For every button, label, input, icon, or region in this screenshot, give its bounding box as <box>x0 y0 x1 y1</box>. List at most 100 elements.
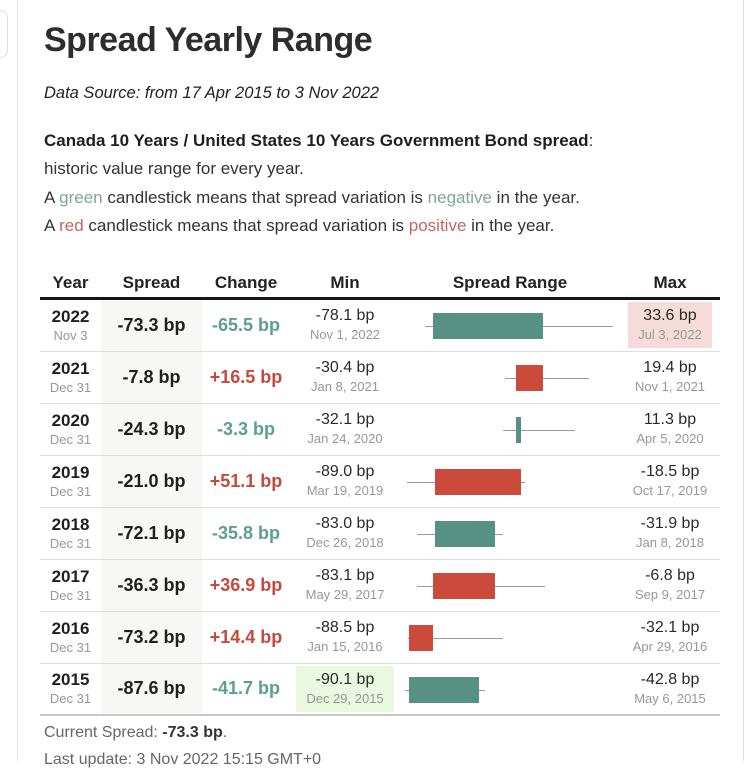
change-value: -3.3 bp <box>217 419 275 440</box>
change-cell: +16.5 bp <box>202 352 290 403</box>
change-cell: -35.8 bp <box>202 508 290 559</box>
header-spread-range: Spread Range <box>400 273 620 293</box>
positive-word: positive <box>409 216 467 235</box>
max-box: -18.5 bp Oct 17, 2019 <box>623 458 717 504</box>
spread-value: -36.3 bp <box>117 575 185 596</box>
table-row: 2018 Dec 31 -72.1 bp -35.8 bp -83.0 bp D… <box>40 508 720 560</box>
table-body: 2022 Nov 3 -73.3 bp -65.5 bp -78.1 bp No… <box>40 300 720 716</box>
text: in the year. <box>466 216 554 235</box>
year-cell: 2022 Nov 3 <box>40 300 101 351</box>
year-value: 2019 <box>52 463 90 483</box>
spread-yearly-table: Year Spread Change Min Spread Range Max … <box>40 270 720 716</box>
year-date: Dec 31 <box>50 690 91 707</box>
spread-cell: -73.3 bp <box>101 300 202 351</box>
spread-value: -72.1 bp <box>117 523 185 544</box>
candlestick-chart <box>400 508 620 559</box>
current-spread-line: Current Spread: -73.3 bp. <box>44 724 742 742</box>
change-value: +14.4 bp <box>210 627 283 648</box>
change-cell: -65.5 bp <box>202 300 290 351</box>
max-date: Jul 3, 2022 <box>638 326 702 343</box>
max-value: 11.3 bp <box>636 410 703 430</box>
min-value: -89.0 bp <box>307 462 384 482</box>
min-box: -88.5 bp Jan 15, 2016 <box>297 614 392 660</box>
max-box: -6.8 bp Sep 9, 2017 <box>625 562 715 608</box>
spread-value: -73.3 bp <box>117 315 185 336</box>
min-cell: -88.5 bp Jan 15, 2016 <box>290 612 400 663</box>
candle-body <box>433 313 543 339</box>
max-cell: 33.6 bp Jul 3, 2022 <box>620 300 720 351</box>
max-box: 33.6 bp Jul 3, 2022 <box>628 302 712 348</box>
spread-cell: -87.6 bp <box>101 664 202 714</box>
year-value: 2016 <box>52 619 90 639</box>
year-cell: 2015 Dec 31 <box>40 664 101 714</box>
min-box: -83.0 bp Dec 26, 2018 <box>296 510 393 556</box>
min-box: -83.1 bp May 29, 2017 <box>296 562 395 608</box>
max-value: -31.9 bp <box>636 514 704 534</box>
candlestick-chart <box>400 404 620 455</box>
min-box: -78.1 bp Nov 1, 2022 <box>300 302 390 348</box>
min-date: Jan 15, 2016 <box>307 638 382 655</box>
spread-cell: -72.1 bp <box>101 508 202 559</box>
table-row: 2021 Dec 31 -7.8 bp +16.5 bp -30.4 bp Ja… <box>40 352 720 404</box>
text: A <box>44 216 59 235</box>
year-cell: 2018 Dec 31 <box>40 508 101 559</box>
max-date: May 6, 2015 <box>634 690 706 707</box>
change-cell: -41.7 bp <box>202 664 290 714</box>
year-date: Dec 31 <box>50 587 91 604</box>
year-value: 2015 <box>52 670 90 690</box>
min-box: -32.1 bp Jan 24, 2020 <box>297 406 392 452</box>
change-value: +51.1 bp <box>210 471 283 492</box>
max-box: 19.4 bp Nov 1, 2021 <box>625 354 715 400</box>
candlestick-chart <box>400 560 620 611</box>
text: A <box>44 188 59 207</box>
min-box: -90.1 bp Dec 29, 2015 <box>296 666 393 712</box>
candle-body <box>435 521 495 547</box>
change-cell: -3.3 bp <box>202 404 290 455</box>
header-spread: Spread <box>101 273 202 293</box>
spread-value: -87.6 bp <box>117 678 185 699</box>
text: candlestick means that spread variation … <box>84 216 409 235</box>
min-box: -89.0 bp Mar 19, 2019 <box>297 458 394 504</box>
max-cell: -18.5 bp Oct 17, 2019 <box>620 456 720 507</box>
min-cell: -83.0 bp Dec 26, 2018 <box>290 508 400 559</box>
candle-whisker <box>503 430 576 431</box>
change-value: -65.5 bp <box>212 315 280 336</box>
year-date: Dec 31 <box>50 431 91 448</box>
max-box: -31.9 bp Jan 8, 2018 <box>626 510 714 556</box>
year-cell: 2016 Dec 31 <box>40 612 101 663</box>
year-cell: 2021 Dec 31 <box>40 352 101 403</box>
year-value: 2018 <box>52 515 90 535</box>
min-date: Jan 24, 2020 <box>307 430 382 447</box>
header-max: Max <box>620 273 720 293</box>
table-row: 2022 Nov 3 -73.3 bp -65.5 bp -78.1 bp No… <box>40 300 720 352</box>
year-date: Dec 31 <box>50 639 91 656</box>
current-spread-value: -73.3 bp <box>162 724 222 741</box>
spread-value: -21.0 bp <box>117 471 185 492</box>
content-right-border <box>743 0 744 761</box>
min-date: May 29, 2017 <box>306 586 385 603</box>
colon: : <box>589 131 594 150</box>
year-date: Dec 31 <box>50 379 91 396</box>
min-value: -83.1 bp <box>306 566 385 586</box>
min-date: Dec 29, 2015 <box>306 690 383 707</box>
min-cell: -90.1 bp Dec 29, 2015 <box>290 664 400 714</box>
table-row: 2015 Dec 31 -87.6 bp -41.7 bp -90.1 bp D… <box>40 664 720 716</box>
max-date: Nov 1, 2021 <box>635 378 705 395</box>
page-title: Spread Yearly Range <box>44 20 742 61</box>
candlestick-chart <box>400 456 620 507</box>
max-cell: -6.8 bp Sep 9, 2017 <box>620 560 720 611</box>
candle-body <box>433 573 495 599</box>
max-box: 11.3 bp Apr 5, 2020 <box>626 406 713 452</box>
offscreen-panel-edge <box>0 10 8 58</box>
red-word: red <box>59 216 84 235</box>
table-row: 2019 Dec 31 -21.0 bp +51.1 bp -89.0 bp M… <box>40 456 720 508</box>
max-value: -32.1 bp <box>633 618 707 638</box>
min-value: -83.0 bp <box>306 514 383 534</box>
max-date: Jan 8, 2018 <box>636 534 704 551</box>
max-box: -32.1 bp Apr 29, 2016 <box>623 614 717 660</box>
min-cell: -32.1 bp Jan 24, 2020 <box>290 404 400 455</box>
candle-body <box>409 625 433 651</box>
spread-value: -73.2 bp <box>117 627 185 648</box>
max-date: Oct 17, 2019 <box>633 482 707 499</box>
max-date: Sep 9, 2017 <box>635 586 705 603</box>
